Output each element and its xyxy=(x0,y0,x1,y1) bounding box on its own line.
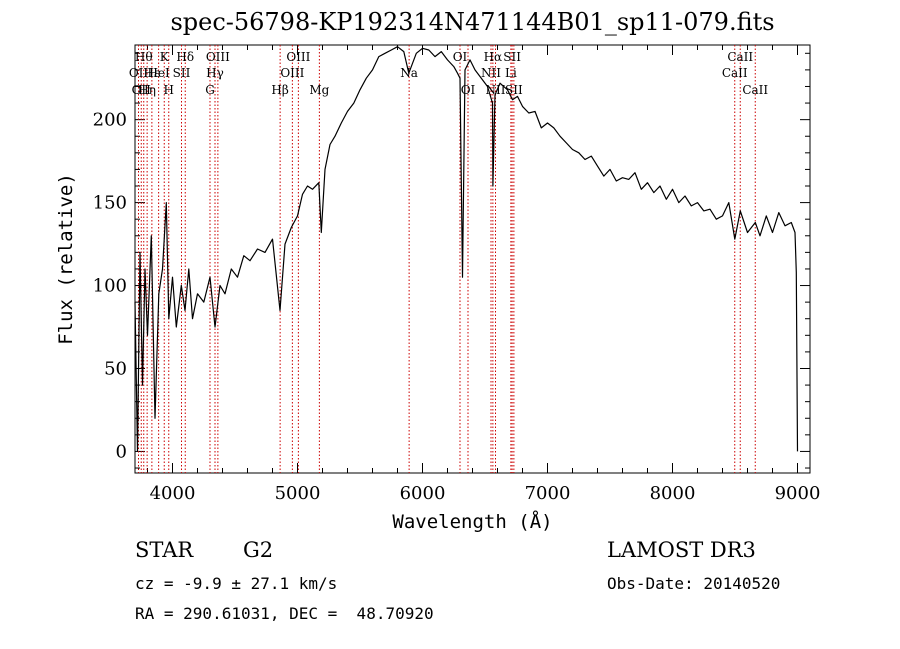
line-label: NII xyxy=(481,66,501,80)
line-label: H xyxy=(164,83,174,97)
line-label: OII xyxy=(129,66,149,80)
line-label: OII xyxy=(132,83,152,97)
x-tick-label: 5000 xyxy=(275,483,321,504)
x-tick-label: 7000 xyxy=(525,483,571,504)
line-label: CaII xyxy=(742,83,768,97)
line-label: K xyxy=(160,50,170,64)
line-label: Hη xyxy=(138,83,156,97)
plot-axes: 4000 5000 6000 7000 8000 9000 0 50 100 150 200 Wave… xyxy=(55,44,821,533)
y-tick-label: 200 xyxy=(93,110,127,131)
line-label: Hθ xyxy=(135,50,153,64)
line-label: OIII xyxy=(280,66,304,80)
y-tick-label: 0 xyxy=(116,441,127,462)
line-label: CaII xyxy=(722,66,748,80)
ra-dec: RA = 290.61031, DEC = 48.70920 xyxy=(135,604,434,623)
survey-name: LAMOST DR3 xyxy=(607,538,756,562)
x-tick-label: 6000 xyxy=(400,483,446,504)
line-label: HeI xyxy=(147,66,170,80)
y-tick-label: 100 xyxy=(93,276,127,297)
spectrum-line xyxy=(134,46,799,452)
line-label: Hγ xyxy=(206,66,224,80)
x-tick-label: 4000 xyxy=(150,483,196,504)
line-label: Na xyxy=(400,66,418,80)
line-label: CaII xyxy=(727,50,753,64)
y-tick-label: 50 xyxy=(104,358,127,379)
line-markers xyxy=(138,45,756,473)
y-axis-label: Flux (relative) xyxy=(55,173,77,345)
line-label: Hε xyxy=(144,66,161,80)
line-label: OI xyxy=(453,50,468,64)
line-label: G xyxy=(205,83,215,97)
line-label: Li xyxy=(505,66,517,80)
line-label: SII xyxy=(503,50,521,64)
line-label: Hα xyxy=(484,50,503,64)
line-label: OIII xyxy=(286,50,310,64)
chart-title: spec-56798-KP192314N471144B01_sp11-079.f… xyxy=(170,8,775,36)
y-tick-label: 150 xyxy=(93,193,127,214)
line-label: SII xyxy=(173,66,191,80)
line-label: Hδ xyxy=(176,50,194,64)
x-axis-label: Wavelength (Å) xyxy=(392,510,552,533)
object-class: STAR xyxy=(135,538,194,562)
obs-date: Obs-Date: 20140520 xyxy=(607,574,781,593)
line-label: OI xyxy=(461,83,476,97)
x-tick-label: 8000 xyxy=(650,483,696,504)
line-label: SII xyxy=(505,83,523,97)
line-label: NII xyxy=(486,83,506,97)
spectrum-series xyxy=(134,46,799,452)
spectral-subclass: G2 xyxy=(243,538,274,562)
plot-frame xyxy=(134,44,811,474)
x-tick-label: 9000 xyxy=(775,483,821,504)
line-label: Hβ xyxy=(271,83,288,97)
redshift-cz: cz = -9.9 ± 27.1 km/s xyxy=(135,574,338,593)
line-label: Mg xyxy=(309,83,329,97)
line-label: OIII xyxy=(206,50,230,64)
